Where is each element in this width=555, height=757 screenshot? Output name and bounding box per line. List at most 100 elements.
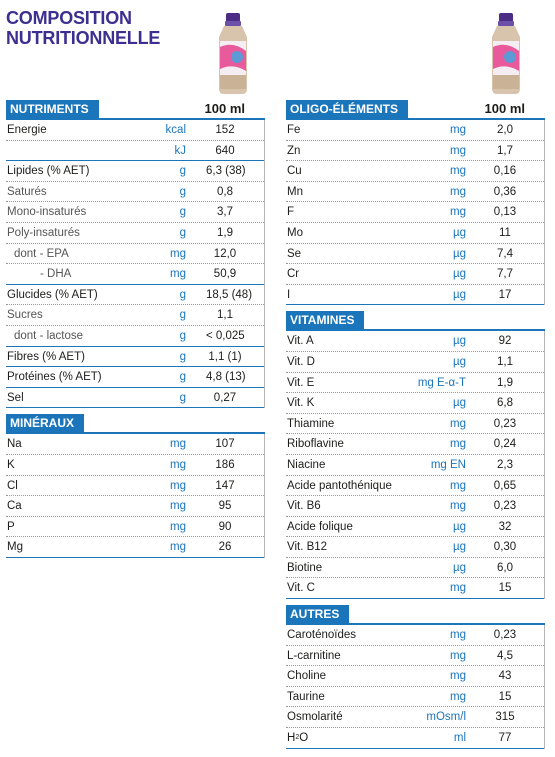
row-value: 1,1 bbox=[497, 355, 513, 368]
row-name: Cl bbox=[7, 479, 18, 492]
table-row: H2O ml 77 bbox=[286, 728, 544, 749]
vitamines-header: VITAMINES bbox=[286, 311, 545, 332]
row-name: Mn bbox=[287, 185, 303, 198]
row-value: 0,23 bbox=[493, 500, 517, 513]
row-value: 0,30 bbox=[493, 541, 517, 554]
table-row: Mono-insaturés g 3,7 bbox=[6, 202, 264, 223]
table-row: Se µg 7,4 bbox=[286, 244, 544, 265]
table-row: Cr µg 7,7 bbox=[286, 264, 544, 285]
table-row: Acide folique µg 32 bbox=[286, 517, 544, 538]
table-row: dont - EPA mg 12,0 bbox=[6, 244, 264, 265]
section-label: NUTRIMENTS bbox=[6, 100, 99, 118]
row-unit: mg bbox=[170, 520, 186, 533]
row-value: 32 bbox=[498, 520, 512, 533]
row-unit: µg bbox=[452, 226, 466, 239]
row-unit: mg bbox=[170, 247, 186, 260]
row-unit: g bbox=[179, 206, 186, 219]
row-unit: mg bbox=[450, 582, 466, 595]
row-value: 152 bbox=[215, 124, 235, 136]
row-name: L-carnitine bbox=[287, 649, 341, 662]
left-column: NUTRIMENTS 100 ml Energie kcal 152 kJ 640 L… bbox=[6, 100, 265, 558]
table-row: Biotine µg 6,0 bbox=[286, 558, 544, 579]
section-label: MINÉRAUX bbox=[6, 414, 85, 433]
row-value: 15 bbox=[498, 690, 512, 703]
autres-table: Caroténoïdes mg 0,23 L-carnitine mg 4,5 Chol… bbox=[286, 625, 545, 749]
row-unit: mg EN bbox=[430, 458, 466, 471]
row-unit: mg bbox=[170, 268, 186, 281]
row-value: 6,0 bbox=[497, 561, 513, 574]
nutriments-header: NUTRIMENTS 100 ml bbox=[6, 100, 265, 120]
table-row: Glucides (% AET) g 18,5 (48) bbox=[6, 285, 264, 306]
section-label: OLIGO-ÉLÉMENTS bbox=[286, 100, 408, 118]
row-name: dont - EPA bbox=[14, 247, 69, 260]
row-unit: mg bbox=[450, 670, 466, 683]
row-unit: µg bbox=[452, 397, 466, 410]
row-unit: mg bbox=[450, 690, 466, 703]
row-unit: mg bbox=[450, 417, 466, 430]
row-unit: µg bbox=[452, 247, 466, 260]
row-unit: mg bbox=[170, 500, 186, 513]
row-unit: ml bbox=[453, 732, 466, 745]
row-unit: mg bbox=[450, 629, 466, 642]
row-name: Cu bbox=[287, 165, 302, 178]
table-row: Osmolarité mOsm/l 315 bbox=[286, 707, 544, 729]
row-value: 2,0 bbox=[497, 124, 513, 136]
table-row: kJ 640 bbox=[6, 141, 264, 162]
row-name: F bbox=[287, 206, 295, 219]
row-value: 1,1 bbox=[217, 309, 233, 322]
row-name: Vit. B12 bbox=[287, 541, 328, 554]
row-unit: g bbox=[179, 391, 186, 404]
table-row: Sucres g 1,1 bbox=[6, 305, 264, 326]
page-title: COMPOSITION NUTRITIONNELLE bbox=[6, 8, 160, 48]
row-name: Na bbox=[7, 438, 22, 451]
row-name: K bbox=[7, 458, 15, 471]
row-name: Ca bbox=[7, 500, 22, 513]
table-row: Vit. D µg 1,1 bbox=[286, 352, 544, 373]
title-line-2: NUTRITIONNELLE bbox=[6, 28, 161, 48]
row-unit: mg bbox=[170, 541, 186, 554]
row-name: Lipides (% AET) bbox=[7, 165, 90, 178]
row-unit: mg bbox=[450, 124, 466, 136]
row-value: 315 bbox=[495, 711, 515, 724]
row-value: 0,13 bbox=[493, 206, 517, 219]
row-name: Riboflavine bbox=[287, 438, 344, 451]
row-unit: mg bbox=[170, 438, 186, 451]
row-name: Vit. K bbox=[287, 397, 315, 410]
row-name: Osmolarité bbox=[287, 711, 343, 724]
row-unit: mg bbox=[450, 165, 466, 178]
row-name-part: H bbox=[287, 732, 296, 745]
row-name: Saturés bbox=[7, 185, 47, 198]
title-line-1: COMPOSITION bbox=[6, 8, 132, 28]
table-row: Vit. B6 mg 0,23 bbox=[286, 496, 544, 517]
row-name: Vit. D bbox=[287, 355, 315, 368]
row-value: 0,16 bbox=[493, 165, 517, 178]
row-value: 7,7 bbox=[497, 268, 513, 281]
row-name: Vit. B6 bbox=[287, 500, 321, 513]
table-row: Mo µg 11 bbox=[286, 223, 544, 244]
row-unit: µg bbox=[452, 268, 466, 281]
table-row: Thiamine mg 0,23 bbox=[286, 414, 544, 435]
row-value: 3,7 bbox=[217, 206, 233, 219]
row-unit: mg bbox=[450, 649, 466, 662]
row-name: Vit. C bbox=[287, 582, 315, 595]
row-value: 11 bbox=[499, 226, 511, 239]
row-unit: mg bbox=[450, 438, 466, 451]
row-value: < 0,025 bbox=[206, 329, 245, 342]
row-unit: mg bbox=[450, 185, 466, 198]
product-bottle-icon bbox=[492, 13, 520, 94]
section-label: AUTRES bbox=[286, 605, 350, 624]
row-name: Cr bbox=[287, 268, 300, 281]
row-unit: mg bbox=[450, 500, 466, 513]
table-row: Vit. C mg 15 bbox=[286, 578, 544, 600]
row-unit: µg bbox=[452, 288, 466, 301]
row-name: dont - lactose bbox=[14, 329, 84, 342]
table-row: Sel g 0,27 bbox=[6, 388, 264, 409]
row-name: Niacine bbox=[287, 458, 326, 471]
right-column: OLIGO-ÉLÉMENTS 100 ml Fe mg 2,0 Zn mg 1,7 Cu… bbox=[286, 100, 545, 749]
table-row: Zn mg 1,7 bbox=[286, 141, 544, 162]
row-value: 77 bbox=[498, 732, 512, 745]
row-name: I bbox=[287, 288, 291, 301]
row-value: 1,9 bbox=[217, 226, 233, 239]
row-name: Vit. A bbox=[287, 335, 314, 348]
table-row: Acide pantothénique mg 0,65 bbox=[286, 476, 544, 497]
